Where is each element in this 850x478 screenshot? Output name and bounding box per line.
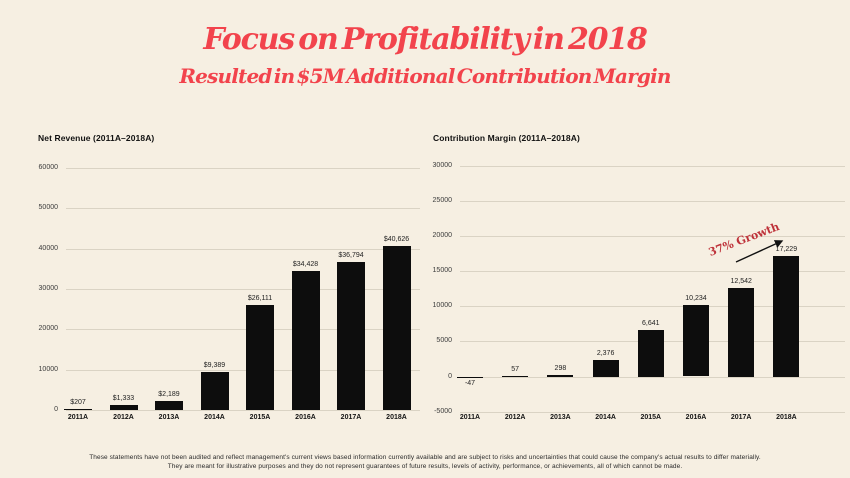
y-tick-label: 30000 — [38, 285, 58, 292]
x-axis-label: 2016A — [685, 414, 707, 421]
bar-value-label: 6,641 — [642, 319, 660, 327]
bar-value-label: 12,542 — [730, 278, 752, 286]
bar — [773, 255, 800, 377]
y-tick-label: -5000 — [434, 407, 452, 415]
bar-value-label: $1,333 — [112, 394, 135, 402]
bar-value-label: -47 — [464, 380, 476, 388]
bar-value-label: $2,189 — [158, 391, 180, 399]
gridline — [460, 306, 845, 308]
footer-disclaimer: These statements have not been audited a… — [42, 453, 808, 471]
y-tick-label: 30000 — [432, 161, 452, 169]
y-tick-label: 15000 — [432, 267, 452, 275]
x-axis-label: 2018A — [386, 414, 407, 421]
bar — [291, 271, 320, 410]
bar-value-label: $9,389 — [203, 362, 226, 370]
gridline — [66, 410, 420, 411]
bar — [502, 376, 529, 378]
gridline — [66, 289, 420, 290]
gridline — [66, 208, 420, 210]
gridline — [460, 236, 845, 237]
x-axis-label: 2012A — [504, 414, 526, 421]
x-axis-label: 2015A — [640, 414, 662, 421]
net-revenue-chart-title: Net Revenue (2011A–2018A) — [38, 133, 155, 143]
y-tick-label: 20000 — [38, 325, 58, 333]
bar-value-label: 2,376 — [596, 349, 615, 357]
gridline — [460, 271, 845, 273]
growth-arrow-icon — [735, 240, 784, 263]
bar — [155, 401, 183, 410]
bar — [592, 359, 619, 377]
x-axis-label: 2015A — [249, 414, 271, 421]
bar — [382, 246, 411, 410]
bar — [200, 372, 229, 410]
y-tick-label: 60000 — [38, 164, 58, 171]
bar — [109, 404, 138, 410]
x-axis-label: 2016A — [295, 414, 316, 421]
x-axis-label: 2013A — [550, 414, 571, 421]
y-tick-label: 20000 — [432, 232, 452, 239]
page-subtitle: Resulted in $5M Additional Contribution … — [179, 64, 671, 88]
y-tick-label: 40000 — [38, 244, 58, 252]
gridline — [66, 168, 420, 169]
y-tick-label: 50000 — [38, 204, 58, 212]
x-axis-label: 2012A — [113, 414, 134, 421]
bar-value-label: $36,794 — [338, 251, 364, 259]
page-title: Focus on Profitability in 2018 — [203, 22, 648, 57]
footer-disclaimer-line1: These statements have not been audited a… — [89, 454, 761, 461]
gridline — [460, 200, 845, 202]
x-axis-label: 2011A — [67, 414, 89, 421]
bar — [637, 329, 664, 377]
bar — [547, 374, 574, 377]
x-axis-label: 2017A — [730, 414, 752, 421]
bar — [64, 409, 92, 411]
bar-value-label: 17,229 — [775, 245, 798, 253]
bar — [337, 261, 365, 410]
gridline — [66, 369, 420, 371]
bar — [683, 304, 709, 377]
x-axis-label: 2017A — [340, 414, 362, 421]
gridline — [460, 411, 845, 413]
y-tick-label: 25000 — [432, 196, 452, 204]
bar-value-label: $207 — [70, 399, 86, 407]
contribution-margin-chart-title: Contribution Margin (2011A–2018A) — [433, 133, 580, 143]
y-tick-label: 5000 — [436, 337, 452, 345]
bar — [728, 288, 755, 377]
x-axis-label: 2014A — [595, 414, 616, 421]
bar-value-label: $34,428 — [292, 261, 319, 269]
y-tick-label: 0 — [54, 406, 58, 413]
x-axis-label: 2011A — [459, 414, 481, 421]
footer-disclaimer-line2: They are meant for illustrative purposes… — [167, 463, 683, 470]
gridline — [66, 329, 420, 331]
bar — [457, 377, 483, 379]
x-axis-label: 2013A — [158, 414, 180, 421]
x-axis-label: 2014A — [204, 414, 225, 421]
y-tick-label: 10000 — [432, 302, 452, 310]
y-tick-label: 10000 — [38, 365, 58, 373]
x-axis-label: 2018A — [776, 414, 797, 421]
bar-value-label: 10,234 — [685, 294, 707, 302]
bar-value-label: 57 — [511, 366, 520, 374]
gridline — [460, 376, 845, 378]
bar — [246, 304, 274, 410]
bar-value-label: 298 — [554, 364, 567, 372]
gridline — [460, 165, 845, 167]
gridline — [66, 248, 420, 250]
y-tick-label: 0 — [448, 372, 452, 380]
bar-value-label: $26,111 — [247, 294, 273, 302]
bar-value-label: $40,626 — [383, 236, 410, 244]
